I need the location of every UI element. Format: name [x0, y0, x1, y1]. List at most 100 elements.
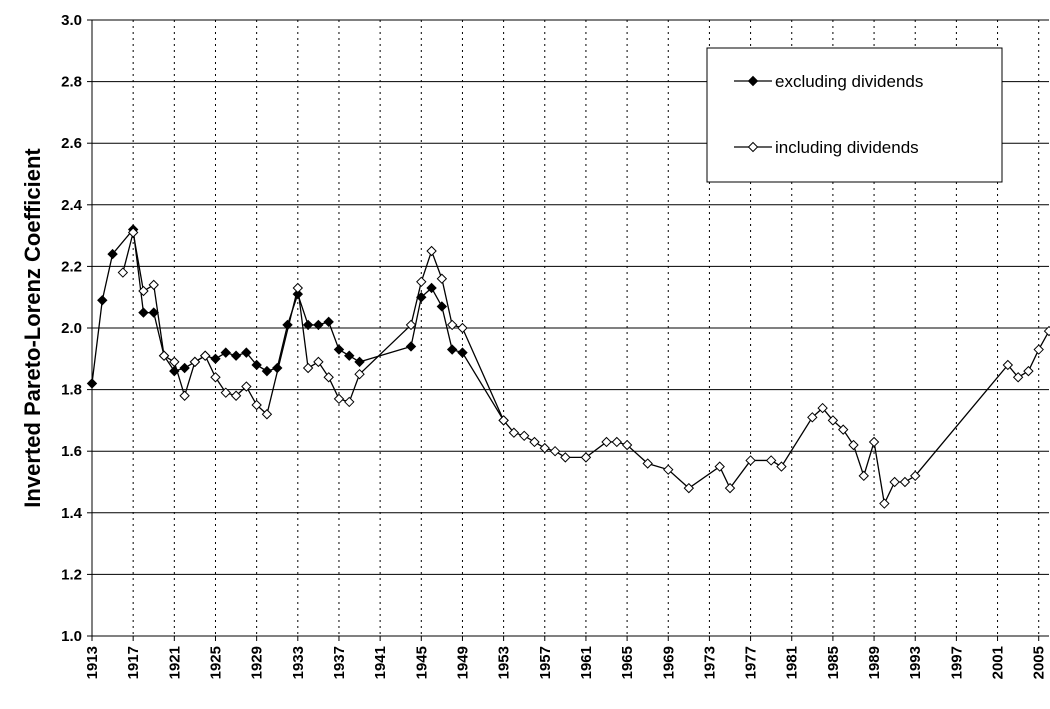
x-tick-label: 1929	[249, 646, 266, 679]
data-point	[868, 436, 880, 448]
data-point	[683, 482, 695, 494]
data-point	[148, 279, 159, 291]
data-point	[416, 276, 427, 288]
x-tick-label: 1921	[166, 646, 183, 679]
data-point	[457, 322, 468, 334]
data-point	[1023, 365, 1034, 377]
data-point	[333, 393, 345, 405]
data-point	[292, 288, 304, 300]
x-tick-label: 1977	[743, 646, 760, 679]
x-tick-label: 1989	[866, 646, 883, 679]
x-tick-label: 1961	[578, 646, 595, 679]
data-point	[1012, 372, 1024, 383]
data-point	[580, 452, 592, 463]
y-tick-label: 1.6	[61, 443, 82, 460]
y-tick-label: 1.0	[61, 628, 82, 645]
data-point	[910, 470, 921, 482]
data-point	[714, 461, 725, 472]
y-tick-label: 1.4	[61, 505, 83, 522]
x-tick-label: 1969	[660, 646, 677, 679]
data-point	[138, 307, 149, 318]
data-point	[807, 412, 818, 423]
data-point	[241, 381, 252, 392]
data-point	[302, 362, 314, 374]
data-point	[354, 356, 365, 368]
data-point	[107, 248, 118, 260]
y-tick-label: 2.4	[61, 197, 83, 214]
data-point	[508, 427, 520, 438]
data-point	[97, 295, 108, 306]
data-point	[724, 482, 736, 494]
data-point	[621, 439, 633, 451]
data-point	[86, 378, 98, 389]
data-point	[230, 350, 242, 361]
data-point	[498, 415, 509, 426]
data-point	[344, 396, 355, 408]
data-point	[251, 359, 262, 371]
data-point	[457, 347, 468, 358]
data-point	[169, 356, 180, 368]
data-point	[1033, 344, 1044, 355]
data-point	[745, 455, 756, 466]
data-point	[158, 350, 170, 361]
y-axis-label: Inverted Pareto-Lorenz Coefficient	[20, 148, 45, 508]
data-point	[179, 390, 190, 401]
x-tick-label: 1917	[125, 646, 142, 679]
data-point	[302, 319, 314, 331]
data-point	[776, 461, 787, 472]
data-point	[560, 452, 571, 463]
data-point	[539, 442, 550, 454]
data-point	[827, 415, 839, 426]
y-tick-label: 2.2	[61, 258, 82, 275]
y-tick-label: 3.0	[61, 12, 82, 29]
y-tick-label: 1.8	[61, 382, 82, 399]
x-tick-label: 1953	[496, 646, 513, 679]
x-tick-label: 1945	[413, 646, 430, 679]
data-point	[313, 319, 324, 331]
data-point	[251, 399, 262, 411]
data-point	[601, 436, 612, 448]
data-point	[446, 319, 458, 331]
x-tick-label: 1949	[454, 646, 471, 679]
x-tick-label: 2001	[990, 646, 1007, 679]
x-tick-label: 1957	[537, 646, 554, 679]
legend-marker	[747, 141, 759, 153]
data-point	[179, 362, 190, 374]
data-point	[354, 368, 365, 380]
x-tick-label: 2005	[1031, 646, 1048, 679]
data-point	[189, 356, 201, 368]
data-point	[426, 282, 437, 294]
x-tick-label: 1973	[701, 646, 718, 679]
data-point	[837, 424, 849, 435]
legend	[706, 47, 1003, 183]
data-point	[117, 267, 129, 278]
x-tick-label: 1933	[290, 646, 307, 679]
x-tick-label: 1925	[207, 646, 224, 679]
data-point	[858, 470, 869, 482]
data-point	[261, 409, 273, 420]
data-point	[323, 372, 334, 383]
data-point	[405, 341, 417, 352]
data-point	[426, 245, 437, 257]
x-tick-label: 1981	[784, 646, 801, 679]
y-tick-label: 2.6	[61, 135, 82, 152]
data-point	[765, 455, 777, 466]
data-point	[344, 350, 355, 361]
data-point	[210, 353, 221, 365]
legend-label: including dividends	[775, 138, 919, 157]
series-line	[91, 227, 505, 421]
data-point	[220, 347, 231, 358]
data-point	[549, 445, 561, 457]
data-point	[1043, 325, 1050, 337]
data-point	[333, 344, 345, 355]
data-point	[446, 344, 458, 355]
data-point	[241, 347, 252, 358]
x-tick-label: 1997	[948, 646, 965, 679]
data-point	[292, 282, 304, 294]
data-point	[436, 273, 448, 284]
data-point	[199, 350, 211, 361]
y-tick-label: 2.8	[61, 74, 82, 91]
data-point	[518, 430, 530, 442]
data-point	[261, 365, 273, 377]
